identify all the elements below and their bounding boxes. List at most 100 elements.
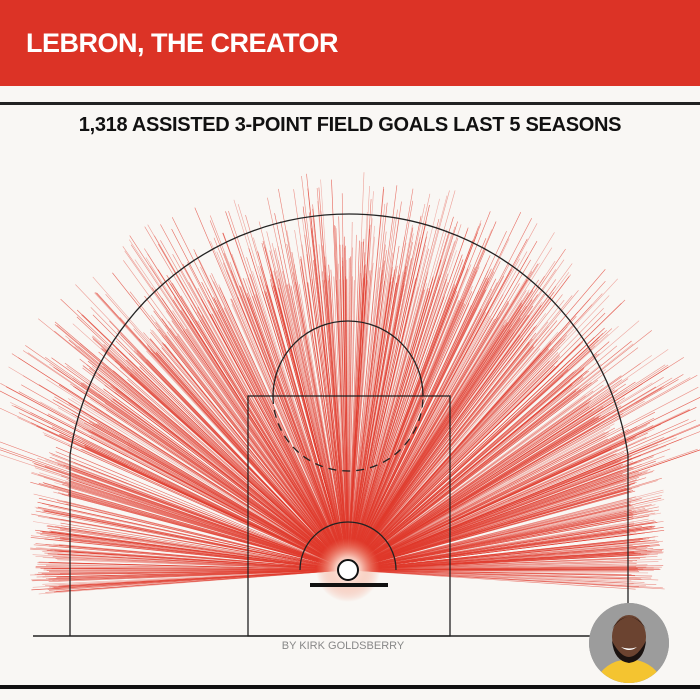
assist-line (347, 266, 407, 571)
assist-line (347, 455, 642, 571)
assist-line (347, 254, 463, 571)
assist-line (347, 343, 634, 571)
assist-line (347, 269, 395, 571)
assist-line (11, 404, 349, 571)
assist-line (347, 375, 622, 571)
assist-line (130, 244, 349, 571)
assist-line (98, 374, 349, 571)
assist-line (61, 494, 349, 571)
assist-line (347, 240, 538, 571)
assist-line (103, 344, 349, 571)
assist-line (216, 251, 349, 571)
assist-line (71, 397, 349, 571)
assist-line (318, 187, 349, 571)
assist-line (347, 285, 536, 571)
assist-line (347, 286, 557, 571)
assist-line (55, 558, 349, 571)
assist-line (54, 330, 349, 571)
assist-line (347, 299, 565, 571)
assist-line (84, 422, 349, 571)
assist-line (27, 416, 349, 571)
assist-line (347, 382, 653, 571)
assist-line (47, 426, 349, 571)
assist-line (171, 320, 349, 571)
assist-line (171, 282, 349, 571)
free-throw-circle-top (272, 320, 424, 397)
assist-line (52, 556, 349, 571)
assist-line (347, 295, 610, 571)
assist-line (347, 326, 568, 571)
assist-line (311, 228, 349, 571)
assist-line (347, 569, 636, 590)
assist-line (347, 269, 383, 571)
assist-line (347, 411, 656, 571)
assist-line (36, 532, 349, 571)
assist-line (0, 449, 349, 571)
assist-line (218, 284, 349, 571)
assist-line (57, 407, 349, 571)
assist-line (122, 246, 349, 571)
assist-line (347, 420, 605, 571)
assist-line (347, 238, 528, 571)
assist-line (347, 449, 700, 571)
assist-line (347, 397, 700, 571)
assist-line (33, 544, 349, 571)
player-photo (589, 603, 669, 683)
assist-line (31, 513, 349, 571)
assist-line (347, 458, 623, 571)
assist-line (347, 499, 665, 571)
assist-line (347, 215, 422, 571)
assist-line (347, 288, 429, 571)
assist-line (347, 470, 648, 571)
assist-line (347, 506, 635, 571)
assist-line (347, 556, 646, 571)
assist-line (38, 561, 349, 571)
assist-line (299, 266, 349, 571)
assist-line (347, 569, 663, 589)
assist-line (166, 331, 349, 571)
assist-line (267, 197, 349, 571)
assist-line (347, 491, 664, 571)
assist-line (347, 569, 639, 571)
assist-line (0, 390, 349, 571)
assist-line (44, 552, 349, 571)
assist-line (347, 374, 698, 571)
assist-line (338, 216, 349, 571)
assist-line (341, 193, 349, 571)
assist-line (347, 224, 413, 571)
assist-line (239, 285, 349, 571)
assist-line (347, 379, 623, 571)
assist-line (259, 275, 349, 571)
player-portrait-icon (589, 603, 669, 683)
assist-line (77, 420, 349, 571)
assist-line (347, 427, 616, 571)
assist-line (347, 338, 562, 571)
assist-line (347, 548, 647, 571)
assist-line (278, 188, 349, 571)
assist-line (269, 250, 349, 571)
assist-line (60, 298, 349, 571)
assist-line (37, 506, 349, 571)
assist-line (347, 343, 581, 571)
assist-line (347, 331, 559, 571)
assist-line (222, 262, 349, 571)
assist-line (347, 268, 469, 571)
assist-line (347, 332, 537, 571)
assist-line (347, 219, 440, 571)
assist-line (231, 253, 349, 571)
assist-line (90, 417, 349, 571)
assist-line (347, 258, 520, 571)
assist-line (64, 362, 349, 571)
assist-line (347, 442, 627, 571)
assist-line (66, 366, 349, 571)
assist-line (347, 265, 398, 571)
assist-line (62, 437, 349, 571)
assist-line (347, 512, 656, 571)
assist-line (82, 440, 349, 571)
assist-line (92, 314, 349, 571)
assist-line (347, 265, 366, 571)
assist-line (38, 497, 349, 571)
assist-line (40, 568, 349, 571)
assist-line (32, 569, 349, 582)
